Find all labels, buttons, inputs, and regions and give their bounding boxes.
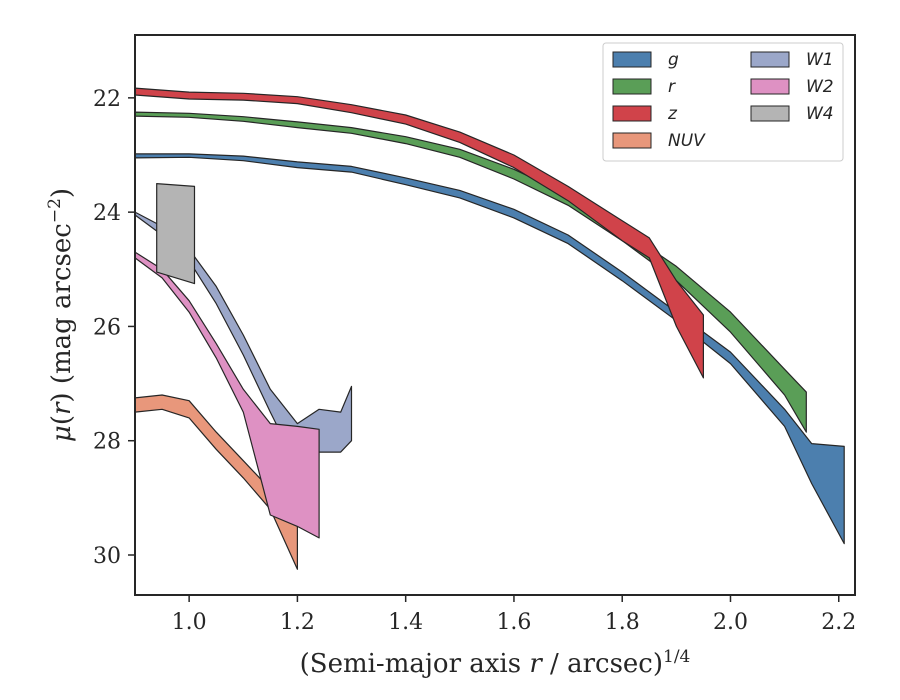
legend-swatch-nuv xyxy=(612,132,652,149)
y-tick-label: 30 xyxy=(93,544,121,569)
legend: grz NUV W1 W2 W4 xyxy=(602,42,844,162)
plot-frame xyxy=(134,34,856,596)
y-axis-label: μ(r) (mag arcsec−2) xyxy=(45,188,77,442)
y-axis: 22 24 26 28 30 xyxy=(93,87,135,569)
legend-label-r: r xyxy=(668,77,676,97)
x-tick-label: 1.6 xyxy=(496,610,531,635)
legend-swatch-w2 xyxy=(750,78,790,95)
x-tick-label: 1.2 xyxy=(280,610,315,635)
band-nuv xyxy=(135,394,298,570)
profile-bands xyxy=(135,87,845,570)
y-tick-label: 26 xyxy=(93,315,121,340)
band-w2 xyxy=(135,251,320,539)
band-r xyxy=(135,111,807,433)
legend-swatch-w4 xyxy=(750,105,790,122)
legend-swatch-z xyxy=(612,105,652,122)
x-axis-label: (Semi-major axis r / arcsec)1/4 xyxy=(300,647,691,679)
x-tick-label: 1.8 xyxy=(605,610,640,635)
legend-swatch-r xyxy=(612,78,652,95)
y-tick-label: 28 xyxy=(93,430,121,455)
legend-label-z: z xyxy=(667,104,678,124)
y-tick-label: 24 xyxy=(93,201,121,226)
x-tick-label: 2.2 xyxy=(821,610,856,635)
legend-swatch-w1 xyxy=(750,51,790,68)
x-tick-label: 1.0 xyxy=(172,610,207,635)
legend-label-nuv: NUV xyxy=(668,131,706,151)
legend-label-w4: W4 xyxy=(806,104,834,124)
x-axis: 1.0 1.2 1.4 1.6 1.8 2.0 2.2 xyxy=(172,595,856,635)
legend-swatch-g xyxy=(612,51,652,68)
legend-label-w2: W2 xyxy=(806,77,834,97)
band-g xyxy=(135,153,845,545)
y-tick-label: 22 xyxy=(93,87,121,112)
x-tick-label: 2.0 xyxy=(713,610,748,635)
band-w4 xyxy=(156,183,196,285)
legend-label-w1: W1 xyxy=(806,50,834,70)
legend-label-g: g xyxy=(668,50,679,70)
x-tick-label: 1.4 xyxy=(388,610,423,635)
band-w1 xyxy=(135,211,353,467)
band-z xyxy=(135,87,705,379)
legend-box xyxy=(602,42,844,162)
